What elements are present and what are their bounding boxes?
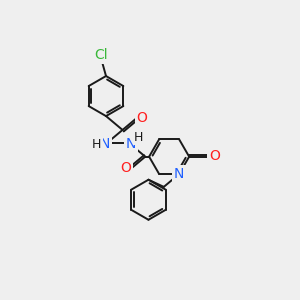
Text: H: H	[134, 131, 143, 144]
Text: H: H	[92, 138, 101, 151]
Text: Cl: Cl	[94, 48, 107, 62]
Text: N: N	[174, 167, 184, 181]
Text: O: O	[121, 160, 132, 175]
Text: O: O	[136, 110, 147, 124]
Text: N: N	[100, 137, 110, 151]
Text: O: O	[209, 149, 220, 163]
Text: N: N	[126, 137, 136, 151]
